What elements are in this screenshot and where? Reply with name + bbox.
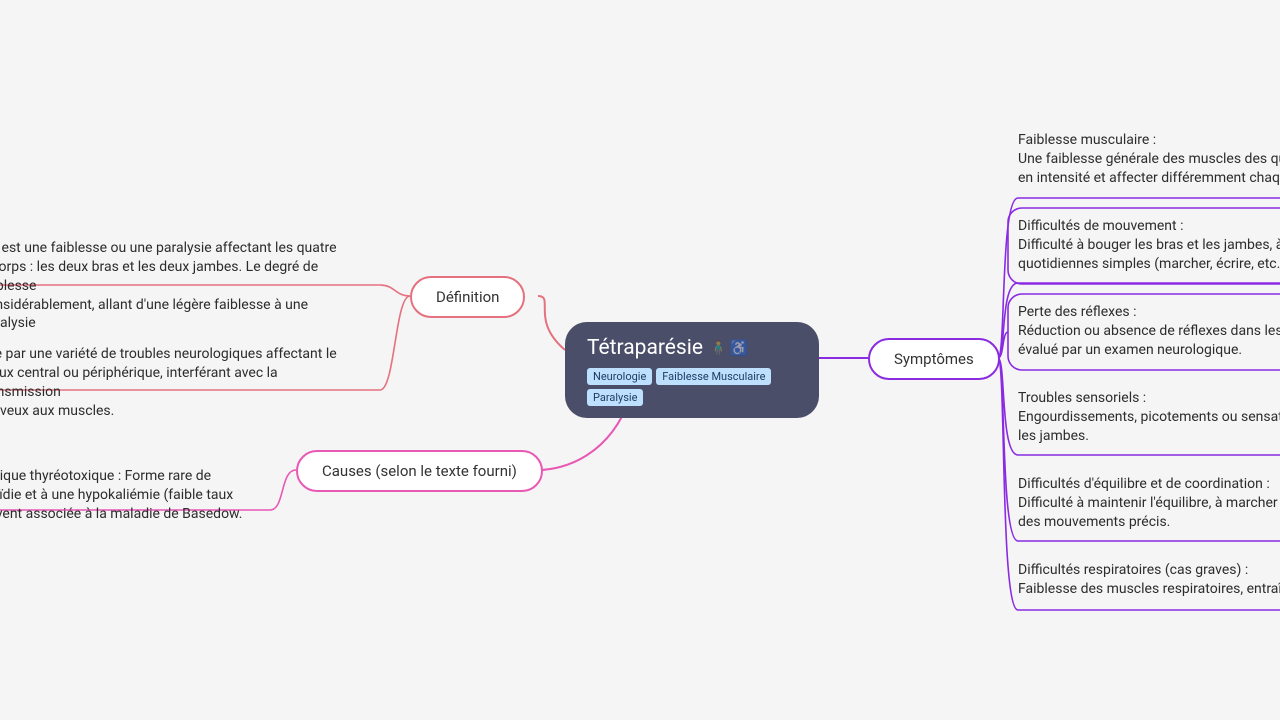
- definition-leaf-2[interactable]: sée par une variété de troubles neurolog…: [0, 326, 360, 439]
- symptomes-leaf-6-body: Faiblesse des muscles respiratoires, ent…: [1018, 580, 1280, 599]
- symptomes-leaf-1[interactable]: Faiblesse musculaire : Une faiblesse gén…: [1018, 131, 1280, 188]
- symptomes-leaf-5-body: Difficulté à maintenir l'équilibre, à ma…: [1018, 494, 1280, 532]
- symptomes-leaf-2[interactable]: Difficultés de mouvement : Difficulté à …: [1018, 217, 1280, 274]
- tag-faiblesse: Faiblesse Musculaire: [656, 368, 771, 385]
- branch-symptomes[interactable]: Symptômes: [868, 338, 1000, 380]
- edge-central-definition: [538, 296, 565, 350]
- tag-neurologie: Neurologie: [587, 368, 652, 385]
- symptomes-leaf-2-title: Difficultés de mouvement :: [1018, 217, 1280, 236]
- tag-paralysie: Paralysie: [587, 389, 643, 406]
- symptomes-leaf-3-body: Réduction ou absence de réflexes dans le…: [1018, 322, 1280, 360]
- causes-leaf-1[interactable]: emique thyréotoxique : Forme rare de yro…: [0, 448, 280, 542]
- symptomes-leaf-5-title: Difficultés d'équilibre et de coordinati…: [1018, 475, 1280, 494]
- branch-definition[interactable]: Définition: [410, 276, 525, 318]
- symptomes-leaf-4[interactable]: Troubles sensoriels : Engourdissements, …: [1018, 389, 1280, 446]
- central-node[interactable]: Tétraparésie 🧍‍♂️♿ Neurologie Faiblesse …: [565, 322, 819, 418]
- central-icons: 🧍‍♂️♿: [709, 339, 750, 357]
- symptomes-leaf-5[interactable]: Difficultés d'équilibre et de coordinati…: [1018, 475, 1280, 532]
- symptomes-leaf-1-body: Une faiblesse générale des muscles des q…: [1018, 150, 1280, 188]
- symptomes-leaf-6-title: Difficultés respiratoires (cas graves) :: [1018, 561, 1280, 580]
- symptomes-leaf-3-title: Perte des réflexes :: [1018, 303, 1280, 322]
- branch-definition-label: Définition: [436, 288, 499, 306]
- central-title: Tétraparésie 🧍‍♂️♿: [587, 336, 797, 360]
- symptomes-leaf-2-body: Difficulté à bouger les bras et les jamb…: [1018, 236, 1280, 274]
- symptomes-leaf-4-body: Engourdissements, picotements ou sensati…: [1018, 408, 1280, 446]
- central-title-text: Tétraparésie: [587, 336, 703, 360]
- symptomes-leaf-1-title: Faiblesse musculaire :: [1018, 131, 1280, 150]
- central-tags: Neurologie Faiblesse Musculaire Paralysi…: [587, 368, 797, 406]
- symptomes-leaf-6[interactable]: Difficultés respiratoires (cas graves) :…: [1018, 561, 1280, 599]
- mindmap-canvas[interactable]: Tétraparésie 🧍‍♂️♿ Neurologie Faiblesse …: [0, 0, 1280, 720]
- branch-causes[interactable]: Causes (selon le texte fourni): [296, 450, 543, 492]
- definition-leaf-1-body: sie est une faiblesse ou une paralysie a…: [0, 239, 360, 333]
- symptomes-leaf-4-title: Troubles sensoriels :: [1018, 389, 1280, 408]
- branch-symptomes-label: Symptômes: [894, 350, 974, 368]
- symptomes-leaf-3[interactable]: Perte des réflexes : Réduction ou absenc…: [1018, 303, 1280, 360]
- branch-causes-label: Causes (selon le texte fourni): [322, 462, 517, 480]
- definition-leaf-2-body: sée par une variété de troubles neurolog…: [0, 345, 360, 421]
- causes-leaf-1-body: emique thyréotoxique : Forme rare de yro…: [0, 467, 280, 524]
